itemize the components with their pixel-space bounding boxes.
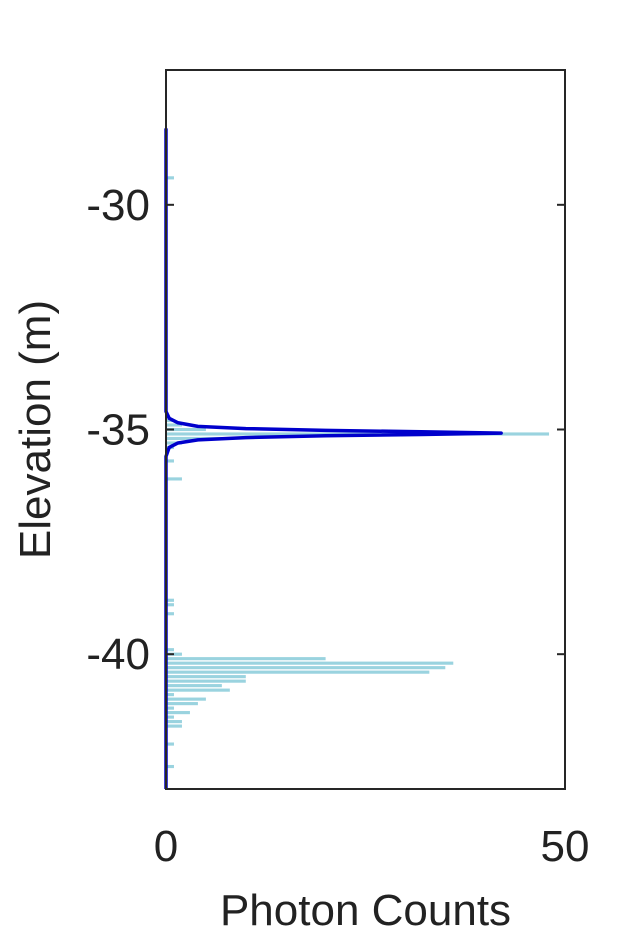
y-tick-label: -30: [86, 181, 150, 230]
ticks: -30 -35 -40 0 50: [86, 181, 589, 871]
x-tick-label: 50: [541, 822, 590, 871]
histogram-bar: [166, 693, 174, 697]
histogram-bar: [166, 423, 182, 427]
histogram-bar: [166, 688, 230, 692]
histogram-bar: [166, 176, 174, 180]
histogram-bar: [166, 598, 174, 602]
histogram-bar: [166, 603, 174, 607]
histogram-bar: [166, 427, 206, 432]
histogram-bar: [166, 648, 174, 652]
histogram-bar: [166, 724, 182, 728]
histogram-bar: [166, 679, 246, 683]
histogram-bar: [166, 666, 446, 670]
histogram-bar: [166, 670, 430, 674]
y-tick-label: -35: [86, 406, 150, 455]
histogram-bar: [166, 702, 198, 706]
plot-area: [164, 128, 550, 789]
histogram-bar: [166, 477, 182, 481]
histogram-bar: [166, 459, 174, 463]
histogram-bar: [166, 684, 222, 688]
histogram-bar: [166, 612, 174, 616]
histogram-bar: [166, 436, 222, 441]
y-axis-title: Elevation (m): [11, 300, 60, 559]
histogram-bar: [166, 697, 206, 701]
fit-curve-line: [164, 128, 503, 789]
y-tick-label: -40: [86, 630, 150, 679]
x-axis-title: Photon Counts: [220, 886, 511, 935]
histogram-bar: [166, 675, 246, 679]
histogram-bar: [166, 711, 190, 715]
histogram-bar: [166, 661, 454, 665]
histogram-bar: [166, 764, 174, 769]
x-tick-label: 0: [154, 822, 178, 871]
histogram-bar: [166, 657, 326, 661]
histogram-bar: [166, 441, 182, 445]
histogram-bar: [166, 715, 174, 719]
histogram-bar: [166, 720, 182, 724]
histogram-bar: [166, 706, 174, 710]
histogram-bar: [166, 742, 174, 746]
